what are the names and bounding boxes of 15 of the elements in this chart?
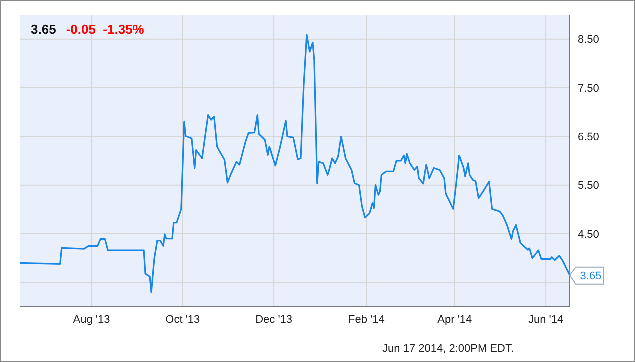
text: Jun 17 2014, 2:00PM EDT. — [382, 343, 514, 355]
x-tick-label: Apr '14 — [438, 314, 472, 326]
y-tick-label: 8.50 — [578, 34, 600, 46]
text: 3.65 — [31, 22, 56, 36]
x-tick-label: Oct '13 — [166, 314, 200, 326]
x-tick-label: Feb '14 — [348, 314, 385, 326]
y-tick-label: 4.50 — [578, 228, 600, 241]
x-tick-label: Dec '13 — [256, 314, 293, 326]
y-tick-label: 5.50 — [578, 180, 600, 192]
y-tick-label: 6.50 — [578, 132, 600, 144]
annotation: 3.65 — [580, 270, 602, 282]
x-tick-label: Aug '13 — [73, 314, 110, 326]
text: -0.05 -1.35% — [66, 22, 144, 36]
y-tick-label: 7.50 — [578, 82, 600, 95]
x-tick-label: Jun '14 — [528, 314, 564, 326]
